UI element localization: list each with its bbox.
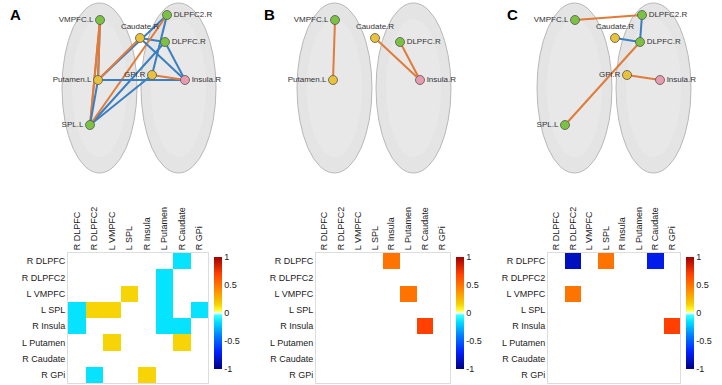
svg-text:L Putamen: L Putamen — [22, 338, 65, 348]
svg-text:1: 1 — [466, 252, 471, 262]
svg-text:0: 0 — [224, 308, 229, 318]
svg-text:L SPL: L SPL — [289, 305, 313, 315]
svg-text:DLPFC.R: DLPFC.R — [647, 37, 681, 46]
svg-text:-0.5: -0.5 — [224, 336, 240, 346]
svg-text:R Caudate: R Caudate — [650, 207, 660, 250]
svg-text:VMPFC.L: VMPFC.L — [534, 15, 569, 24]
svg-text:Caudate.R: Caudate.R — [356, 22, 394, 31]
svg-text:VMPFC.L: VMPFC.L — [294, 15, 329, 24]
svg-text:R Caudate: R Caudate — [502, 354, 545, 364]
svg-text:R Insula: R Insula — [512, 321, 545, 331]
svg-text:-0.5: -0.5 — [696, 336, 712, 346]
svg-text:0: 0 — [696, 308, 701, 318]
svg-text:Insula.R: Insula.R — [192, 75, 222, 84]
svg-text:R Caudate: R Caudate — [420, 207, 430, 250]
svg-text:L Putamen: L Putamen — [403, 207, 413, 250]
svg-text:SPL.L: SPL.L — [537, 120, 559, 129]
svg-text:L SPL: L SPL — [601, 226, 611, 250]
svg-text:L Putamen: L Putamen — [502, 338, 545, 348]
svg-text:Putamen.L: Putamen.L — [288, 75, 327, 84]
svg-text:R GPi: R GPi — [437, 226, 447, 250]
svg-text:L VMPFC: L VMPFC — [107, 211, 117, 250]
svg-text:DLPFC.R: DLPFC.R — [172, 37, 206, 46]
svg-text:R Insula: R Insula — [617, 217, 627, 250]
svg-text:R DLPFC2: R DLPFC2 — [89, 207, 99, 251]
svg-text:R Caudate: R Caudate — [177, 207, 187, 250]
svg-text:R GPi: R GPi — [41, 370, 65, 380]
svg-text:R GPi: R GPi — [667, 226, 677, 250]
svg-text:GPi.R: GPi.R — [599, 70, 621, 79]
svg-text:L VMPFC: L VMPFC — [275, 289, 314, 299]
svg-text:L VMPFC: L VMPFC — [584, 211, 594, 250]
svg-text:1: 1 — [696, 252, 701, 262]
svg-text:-1: -1 — [466, 364, 474, 374]
svg-text:L SPL: L SPL — [124, 226, 134, 250]
svg-text:R DLPFC: R DLPFC — [72, 211, 82, 250]
svg-text:R DLPFC: R DLPFC — [275, 256, 314, 266]
svg-text:C: C — [507, 6, 518, 23]
svg-text:0.5: 0.5 — [466, 280, 479, 290]
svg-text:R DLPFC2: R DLPFC2 — [336, 207, 346, 251]
svg-text:DLPFC2.R: DLPFC2.R — [174, 10, 213, 19]
svg-text:VMPFC.L: VMPFC.L — [59, 15, 94, 24]
svg-text:1: 1 — [224, 252, 229, 262]
svg-text:Insula.R: Insula.R — [667, 75, 697, 84]
svg-text:R Caudate: R Caudate — [22, 354, 65, 364]
svg-text:-1: -1 — [224, 364, 232, 374]
svg-text:R Insula: R Insula — [386, 217, 396, 250]
svg-text:R DLPFC2: R DLPFC2 — [270, 273, 314, 283]
svg-text:DLPFC.R: DLPFC.R — [407, 37, 441, 46]
svg-text:L Putamen: L Putamen — [270, 338, 313, 348]
svg-text:R DLPFC: R DLPFC — [27, 256, 66, 266]
svg-text:R Caudate: R Caudate — [270, 354, 313, 364]
svg-text:R Insula: R Insula — [32, 321, 65, 331]
svg-text:R Insula: R Insula — [142, 217, 152, 250]
svg-text:L VMPFC: L VMPFC — [353, 211, 363, 250]
svg-text:L VMPFC: L VMPFC — [507, 289, 546, 299]
svg-text:R DLPFC: R DLPFC — [507, 256, 546, 266]
svg-text:-0.5: -0.5 — [466, 336, 482, 346]
svg-text:Caudate.R: Caudate.R — [121, 22, 159, 31]
svg-text:R Insula: R Insula — [280, 321, 313, 331]
svg-text:R GPi: R GPi — [194, 226, 204, 250]
svg-text:R DLPFC2: R DLPFC2 — [568, 207, 578, 251]
svg-text:A: A — [10, 6, 21, 23]
svg-text:L SPL: L SPL — [521, 305, 545, 315]
svg-text:R GPi: R GPi — [521, 370, 545, 380]
svg-text:GPi.R: GPi.R — [124, 70, 146, 79]
svg-text:Caudate.R: Caudate.R — [596, 22, 634, 31]
svg-text:L VMPFC: L VMPFC — [27, 289, 66, 299]
svg-text:R DLPFC: R DLPFC — [551, 211, 561, 250]
svg-text:DLPFC2.R: DLPFC2.R — [649, 10, 688, 19]
svg-text:0.5: 0.5 — [696, 280, 709, 290]
svg-text:Insula.R: Insula.R — [427, 75, 457, 84]
svg-text:R DLPFC2: R DLPFC2 — [502, 273, 546, 283]
svg-text:-1: -1 — [696, 364, 704, 374]
svg-text:L Putamen: L Putamen — [634, 207, 644, 250]
svg-text:R GPi: R GPi — [289, 370, 313, 380]
svg-text:R DLPFC: R DLPFC — [319, 211, 329, 250]
svg-text:R DLPFC2: R DLPFC2 — [22, 273, 66, 283]
svg-text:SPL.L: SPL.L — [62, 120, 84, 129]
svg-text:B: B — [264, 6, 275, 23]
svg-text:L SPL: L SPL — [41, 305, 65, 315]
svg-text:L SPL: L SPL — [370, 226, 380, 250]
svg-text:L Putamen: L Putamen — [159, 207, 169, 250]
svg-text:0: 0 — [466, 308, 471, 318]
svg-text:Putamen.L: Putamen.L — [53, 75, 92, 84]
svg-text:0.5: 0.5 — [224, 280, 237, 290]
